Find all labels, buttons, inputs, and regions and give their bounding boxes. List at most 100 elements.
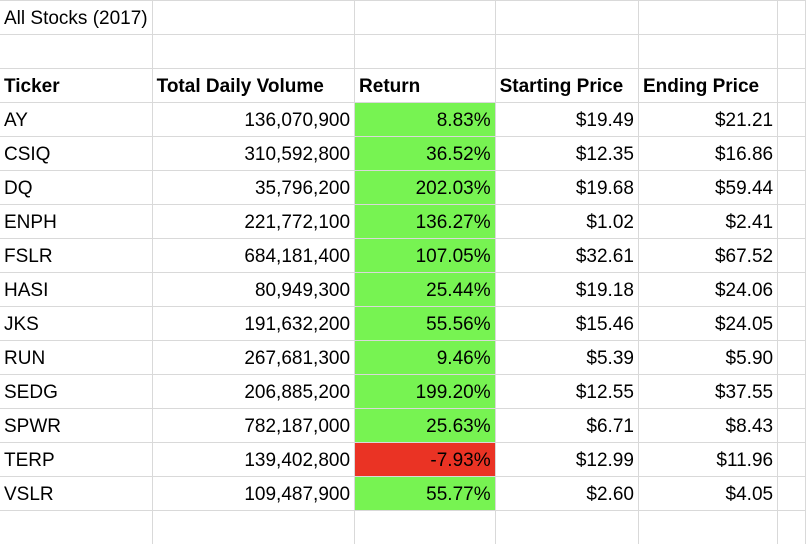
volume-cell[interactable]: 80,949,300	[152, 272, 356, 307]
cell[interactable]	[777, 306, 806, 341]
return-cell[interactable]: 25.44%	[354, 272, 496, 307]
return-cell[interactable]: 55.56%	[354, 306, 496, 341]
ending-price-cell[interactable]: $24.06	[638, 272, 779, 307]
cell[interactable]	[777, 510, 806, 544]
starting-price-cell[interactable]: $12.35	[495, 136, 639, 171]
return-cell[interactable]: 36.52%	[354, 136, 496, 171]
header-total-daily-volume[interactable]: Total Daily Volume	[152, 68, 356, 103]
table-row: FSLR 684,181,400 107.05% $32.61 $67.52	[0, 238, 806, 273]
return-cell[interactable]: 107.05%	[354, 238, 496, 273]
return-cell[interactable]: 199.20%	[354, 374, 496, 409]
starting-price-cell[interactable]: $1.02	[495, 204, 639, 239]
return-cell[interactable]: 25.63%	[354, 408, 496, 443]
starting-price-cell[interactable]: $2.60	[495, 476, 639, 511]
return-cell[interactable]: -7.93%	[354, 442, 496, 477]
cell[interactable]	[354, 0, 496, 35]
cell[interactable]	[777, 272, 806, 307]
cell[interactable]	[152, 34, 356, 69]
cell[interactable]	[777, 408, 806, 443]
ending-price-cell[interactable]: $21.21	[638, 102, 779, 137]
ticker-cell[interactable]: CSIQ	[0, 136, 153, 171]
sheet-title[interactable]: All Stocks (2017)	[0, 0, 153, 35]
volume-cell[interactable]: 191,632,200	[152, 306, 356, 341]
ending-price-cell[interactable]: $11.96	[638, 442, 779, 477]
cell[interactable]	[777, 170, 806, 205]
return-cell[interactable]: 9.46%	[354, 340, 496, 375]
cell[interactable]	[354, 510, 496, 544]
volume-cell[interactable]: 310,592,800	[152, 136, 356, 171]
ticker-cell[interactable]: TERP	[0, 442, 153, 477]
return-cell[interactable]: 202.03%	[354, 170, 496, 205]
volume-cell[interactable]: 221,772,100	[152, 204, 356, 239]
return-cell[interactable]: 55.77%	[354, 476, 496, 511]
ending-price-cell[interactable]: $24.05	[638, 306, 779, 341]
cell[interactable]	[495, 510, 639, 544]
starting-price-cell[interactable]: $32.61	[495, 238, 639, 273]
ticker-cell[interactable]: RUN	[0, 340, 153, 375]
cell[interactable]	[638, 510, 779, 544]
volume-cell[interactable]: 139,402,800	[152, 442, 356, 477]
cell[interactable]	[495, 0, 639, 35]
volume-cell[interactable]: 35,796,200	[152, 170, 356, 205]
cell[interactable]	[777, 340, 806, 375]
starting-price-cell[interactable]: $19.68	[495, 170, 639, 205]
ending-price-cell[interactable]: $16.86	[638, 136, 779, 171]
cell[interactable]	[354, 34, 496, 69]
starting-price-cell[interactable]: $12.99	[495, 442, 639, 477]
starting-price-cell[interactable]: $5.39	[495, 340, 639, 375]
volume-cell[interactable]: 109,487,900	[152, 476, 356, 511]
ending-price-cell[interactable]: $2.41	[638, 204, 779, 239]
header-starting-price[interactable]: Starting Price	[495, 68, 639, 103]
ticker-cell[interactable]: SEDG	[0, 374, 153, 409]
header-ticker[interactable]: Ticker	[0, 68, 153, 103]
ending-price-cell[interactable]: $4.05	[638, 476, 779, 511]
ending-price-cell[interactable]: $8.43	[638, 408, 779, 443]
ending-price-cell[interactable]: $67.52	[638, 238, 779, 273]
ending-price-cell[interactable]: $5.90	[638, 340, 779, 375]
cell[interactable]	[777, 442, 806, 477]
return-cell[interactable]: 8.83%	[354, 102, 496, 137]
starting-price-cell[interactable]: $19.18	[495, 272, 639, 307]
volume-cell[interactable]: 136,070,900	[152, 102, 356, 137]
volume-cell[interactable]: 267,681,300	[152, 340, 356, 375]
cell[interactable]	[152, 0, 356, 35]
cell[interactable]	[777, 204, 806, 239]
volume-cell[interactable]: 206,885,200	[152, 374, 356, 409]
cell[interactable]	[495, 34, 639, 69]
cell[interactable]	[777, 0, 806, 35]
cell[interactable]	[777, 68, 806, 103]
ticker-cell[interactable]: AY	[0, 102, 153, 137]
ending-price-cell[interactable]: $37.55	[638, 374, 779, 409]
cell[interactable]	[777, 374, 806, 409]
header-return[interactable]: Return	[354, 68, 496, 103]
table-row: SEDG 206,885,200 199.20% $12.55 $37.55	[0, 374, 806, 409]
header-row: Ticker Total Daily Volume Return Startin…	[0, 68, 806, 103]
header-ending-price[interactable]: Ending Price	[638, 68, 779, 103]
table-row: CSIQ 310,592,800 36.52% $12.35 $16.86	[0, 136, 806, 171]
cell[interactable]	[0, 34, 153, 69]
cell[interactable]	[638, 0, 779, 35]
cell[interactable]	[0, 510, 153, 544]
return-cell[interactable]: 136.27%	[354, 204, 496, 239]
ticker-cell[interactable]: HASI	[0, 272, 153, 307]
cell[interactable]	[152, 510, 356, 544]
ticker-cell[interactable]: DQ	[0, 170, 153, 205]
cell[interactable]	[777, 34, 806, 69]
starting-price-cell[interactable]: $12.55	[495, 374, 639, 409]
starting-price-cell[interactable]: $19.49	[495, 102, 639, 137]
volume-cell[interactable]: 782,187,000	[152, 408, 356, 443]
starting-price-cell[interactable]: $6.71	[495, 408, 639, 443]
cell[interactable]	[638, 34, 779, 69]
ticker-cell[interactable]: VSLR	[0, 476, 153, 511]
volume-cell[interactable]: 684,181,400	[152, 238, 356, 273]
ticker-cell[interactable]: ENPH	[0, 204, 153, 239]
ticker-cell[interactable]: JKS	[0, 306, 153, 341]
cell[interactable]	[777, 476, 806, 511]
ending-price-cell[interactable]: $59.44	[638, 170, 779, 205]
cell[interactable]	[777, 102, 806, 137]
starting-price-cell[interactable]: $15.46	[495, 306, 639, 341]
cell[interactable]	[777, 238, 806, 273]
ticker-cell[interactable]: FSLR	[0, 238, 153, 273]
cell[interactable]	[777, 136, 806, 171]
ticker-cell[interactable]: SPWR	[0, 408, 153, 443]
